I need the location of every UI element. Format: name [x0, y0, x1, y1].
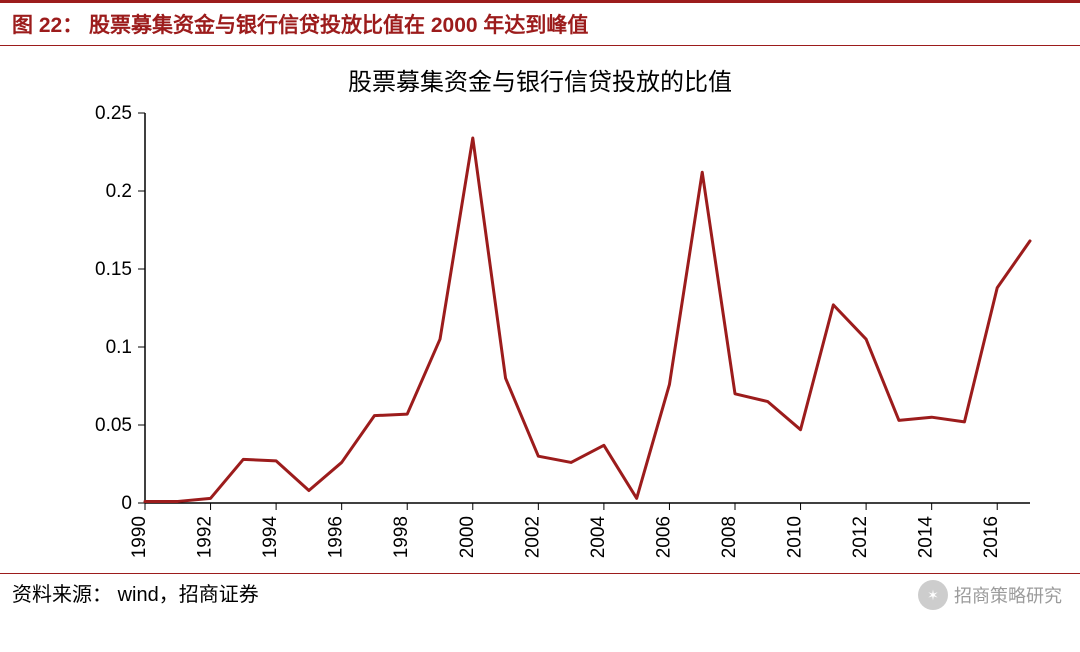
figure-number: 图 22： — [12, 14, 83, 37]
y-tick-label: 0.1 — [106, 337, 132, 358]
x-tick-label: 2002 — [522, 516, 543, 558]
y-tick-label: 0 — [121, 493, 132, 514]
x-tick-label: 2012 — [850, 516, 871, 558]
y-tick-label: 0.15 — [95, 259, 132, 280]
chart-title: 股票募集资金与银行信贷投放的比值 — [0, 62, 1080, 97]
x-tick-label: 2004 — [588, 516, 609, 559]
figure-title: 股票募集资金与银行信贷投放比值在 2000 年达到峰值 — [89, 14, 588, 37]
x-tick-label: 2008 — [719, 516, 740, 558]
y-tick-label: 0.2 — [106, 181, 132, 202]
x-tick-label: 1992 — [195, 516, 216, 558]
line-chart: 0 0.05 0.1 0.15 0.2 0.25 1990 1992 1994 1996 1998 2… — [40, 103, 1040, 573]
x-tick-label: 1996 — [326, 516, 347, 558]
wechat-icon: ✶ — [918, 580, 948, 610]
x-tick-label: 1994 — [260, 516, 281, 559]
series-line — [145, 138, 1030, 501]
source-text: wind，招商证券 — [118, 584, 259, 606]
x-tick-label: 1990 — [129, 516, 150, 558]
x-tick-label: 2010 — [785, 516, 806, 558]
figure-header: 图 22： 股票募集资金与银行信贷投放比值在 2000 年达到峰值 — [0, 0, 1080, 46]
x-tick-label: 2016 — [981, 516, 1002, 558]
source-label: 资料来源： — [12, 584, 112, 606]
y-tick-label: 0.25 — [95, 103, 132, 124]
x-tick-label: 1998 — [391, 516, 412, 558]
watermark: ✶ 招商策略研究 — [918, 580, 1062, 610]
x-tick-label: 2014 — [916, 516, 937, 559]
x-tick-label: 2006 — [653, 516, 674, 558]
y-tick-label: 0.05 — [95, 415, 132, 436]
x-tick-label: 2000 — [457, 516, 478, 558]
chart-area: 0 0.05 0.1 0.15 0.2 0.25 1990 1992 1994 1996 1998 2… — [40, 103, 1050, 573]
watermark-text: 招商策略研究 — [954, 582, 1062, 608]
